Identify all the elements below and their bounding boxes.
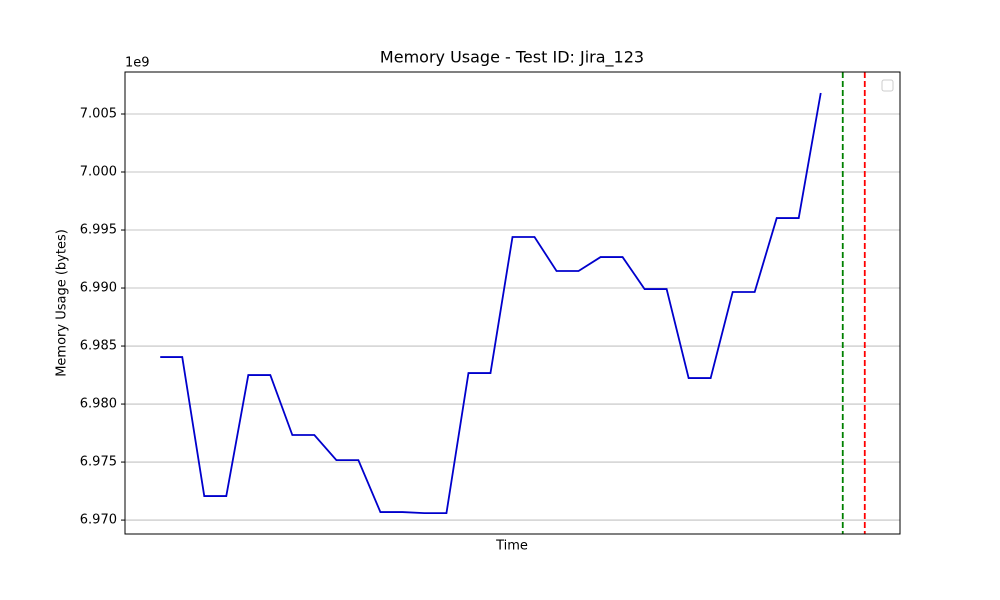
y-tick-label: 7.005 — [80, 107, 117, 122]
x-axis-label: Time — [495, 539, 528, 554]
legend-box — [881, 79, 894, 92]
y-tick-label: 6.980 — [80, 397, 117, 412]
y-axis-label: Memory Usage (bytes) — [55, 229, 70, 377]
y-tick-label: 7.000 — [80, 165, 117, 180]
y-tick-label: 6.995 — [80, 223, 117, 238]
y-offset-label: 1e9 — [125, 56, 150, 71]
y-tick-label: 6.970 — [80, 513, 117, 528]
chart-title: Memory Usage - Test ID: Jira_123 — [380, 48, 644, 68]
y-tick-label: 6.975 — [80, 455, 117, 470]
y-tick-label: 6.985 — [80, 339, 117, 354]
data-line — [160, 92, 822, 515]
plot-frame — [124, 71, 901, 535]
y-tick-label: 6.990 — [80, 281, 117, 296]
